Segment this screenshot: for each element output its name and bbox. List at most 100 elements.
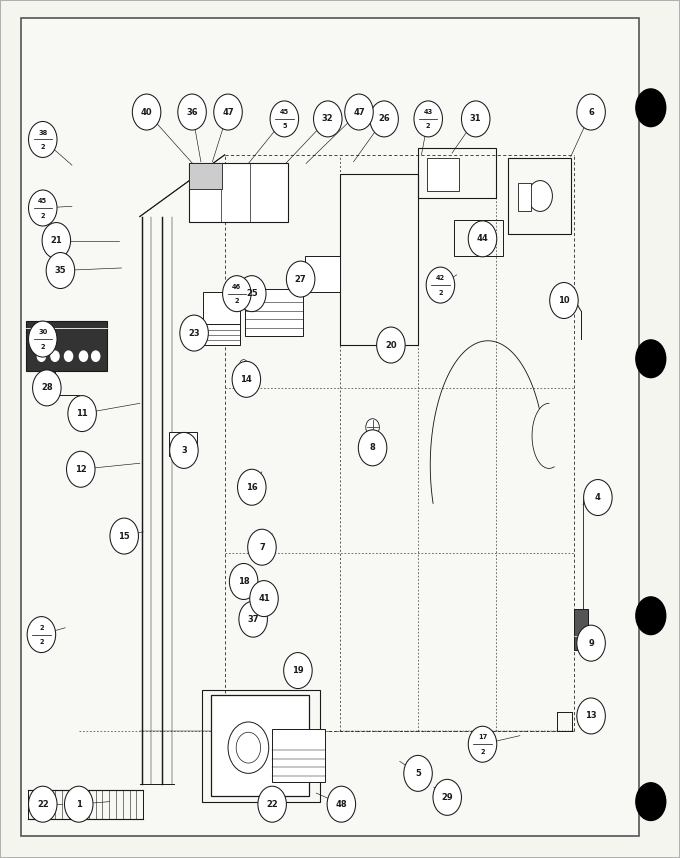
Text: 45: 45 (38, 198, 48, 204)
Circle shape (170, 432, 198, 468)
Bar (201, 691, 320, 801)
Text: 25: 25 (246, 289, 258, 299)
Circle shape (67, 451, 95, 487)
Text: 28: 28 (41, 384, 52, 392)
Text: 17: 17 (478, 734, 487, 740)
Text: 22: 22 (37, 800, 49, 809)
Circle shape (469, 726, 497, 762)
Circle shape (33, 370, 61, 406)
Circle shape (237, 469, 266, 505)
Circle shape (345, 94, 373, 130)
Text: 29: 29 (441, 793, 453, 802)
Text: 23: 23 (188, 329, 200, 337)
Text: 47: 47 (353, 107, 364, 117)
Text: 13: 13 (585, 711, 597, 721)
Circle shape (469, 221, 497, 257)
Text: 15: 15 (118, 532, 130, 541)
Text: 2: 2 (40, 213, 45, 219)
Circle shape (46, 252, 75, 288)
Text: 1: 1 (75, 800, 82, 809)
Circle shape (250, 581, 278, 617)
Text: 44: 44 (477, 234, 488, 244)
Text: 31: 31 (470, 114, 481, 124)
Text: 22: 22 (267, 800, 278, 809)
Text: 37: 37 (248, 614, 259, 624)
Text: 43: 43 (424, 109, 433, 115)
Circle shape (80, 351, 88, 361)
Text: 41: 41 (258, 594, 270, 603)
Circle shape (414, 101, 443, 137)
Circle shape (232, 361, 260, 397)
Bar (169, 432, 197, 456)
Text: 18: 18 (238, 577, 250, 586)
Circle shape (110, 518, 139, 554)
Circle shape (258, 786, 286, 822)
Circle shape (636, 597, 666, 635)
Text: 2: 2 (40, 144, 45, 150)
Text: 2: 2 (438, 290, 443, 296)
Circle shape (51, 351, 59, 361)
Circle shape (377, 327, 405, 363)
Circle shape (366, 419, 379, 436)
Bar (272, 728, 325, 782)
Bar (203, 292, 240, 324)
Bar (574, 609, 588, 650)
Circle shape (180, 315, 208, 351)
Circle shape (214, 94, 242, 130)
Circle shape (636, 782, 666, 820)
Circle shape (577, 625, 605, 662)
Bar (418, 148, 496, 197)
Text: 26: 26 (378, 114, 390, 124)
Circle shape (358, 430, 387, 466)
Bar (211, 694, 309, 795)
Circle shape (462, 101, 490, 137)
Circle shape (37, 351, 46, 361)
Text: 8: 8 (370, 444, 375, 452)
Circle shape (583, 480, 612, 516)
Circle shape (229, 564, 258, 600)
Text: 2: 2 (39, 639, 44, 645)
Circle shape (284, 653, 312, 689)
Text: 7: 7 (259, 543, 265, 552)
Text: 38: 38 (38, 130, 48, 136)
Circle shape (68, 396, 97, 432)
Bar (454, 220, 503, 256)
Text: 30: 30 (38, 329, 48, 335)
Circle shape (239, 601, 267, 637)
Circle shape (549, 282, 578, 318)
Circle shape (370, 101, 398, 137)
Text: 6: 6 (588, 107, 594, 117)
Circle shape (92, 351, 100, 361)
Circle shape (433, 779, 462, 815)
Text: 4: 4 (595, 493, 601, 502)
Circle shape (286, 261, 315, 297)
Circle shape (65, 351, 73, 361)
Text: 20: 20 (385, 341, 396, 349)
Circle shape (577, 94, 605, 130)
Text: 2: 2 (426, 124, 430, 130)
Bar (189, 164, 222, 189)
Circle shape (237, 275, 266, 311)
Text: 2: 2 (235, 299, 239, 305)
Circle shape (133, 94, 161, 130)
Circle shape (222, 275, 251, 311)
Bar (340, 173, 418, 345)
Text: 32: 32 (322, 114, 334, 124)
Circle shape (367, 448, 378, 462)
Circle shape (42, 222, 71, 258)
Bar (305, 256, 340, 292)
Text: 40: 40 (141, 107, 152, 117)
Text: 12: 12 (75, 465, 86, 474)
Text: 35: 35 (54, 266, 66, 275)
Bar (203, 324, 240, 345)
Circle shape (236, 732, 260, 763)
Bar (189, 164, 288, 221)
Bar (517, 183, 531, 210)
Text: 5: 5 (415, 769, 421, 778)
Circle shape (404, 755, 432, 791)
Text: 48: 48 (335, 800, 347, 809)
Circle shape (177, 94, 206, 130)
Bar (27, 321, 107, 371)
Circle shape (636, 89, 666, 127)
Circle shape (239, 360, 248, 370)
